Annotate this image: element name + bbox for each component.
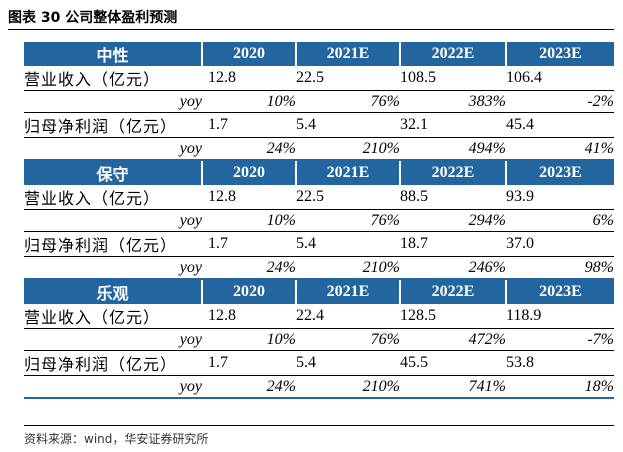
table-cell: -7% — [506, 328, 614, 351]
table-row: yoy 10% 76% 294% 6% — [24, 209, 614, 232]
table-cell: 210% — [296, 375, 400, 399]
row-label: 归母净利润（亿元） — [24, 231, 202, 257]
table-row: yoy 10% 76% 383% -2% — [24, 90, 614, 113]
table-cell: 45.4 — [506, 112, 614, 138]
table-cell: 22.5 — [296, 185, 400, 210]
column-header: 2022E — [399, 42, 506, 66]
table-cell: 12.8 — [202, 304, 296, 329]
source-note: 资料来源：wind，华安证券研究所 — [24, 425, 614, 447]
table-cell: 472% — [400, 328, 506, 351]
table-cell: 45.5 — [400, 350, 506, 376]
table-cell: 5.4 — [296, 231, 400, 257]
table-cell: 6% — [506, 209, 614, 232]
table-row: yoy 24% 210% 741% 18% — [24, 375, 614, 399]
table-row: yoy 10% 76% 472% -7% — [24, 328, 614, 351]
table-cell: 41% — [506, 137, 614, 161]
column-header: 2020 — [201, 42, 296, 66]
forecast-table: 中性 2020 2021E 2022E 2023E 营业收入（亿元） 12.8 … — [24, 42, 614, 399]
scenario-name: 中性 — [24, 42, 202, 66]
table-cell: 210% — [296, 137, 400, 161]
table-row: 归母净利润（亿元） 1.7 5.4 18.7 37.0 — [24, 231, 614, 257]
table-cell: -2% — [506, 90, 614, 113]
scenario-name: 乐观 — [24, 279, 202, 304]
table-cell: 24% — [202, 256, 296, 280]
table-cell: 10% — [202, 209, 296, 232]
table-cell: 93.9 — [506, 185, 614, 210]
table-row: 归母净利润（亿元） 1.7 5.4 45.5 53.8 — [24, 350, 614, 376]
table-cell: 294% — [400, 209, 506, 232]
column-header: 2023E — [505, 160, 614, 185]
table-cell: 76% — [296, 328, 400, 351]
column-header: 2023E — [505, 279, 614, 304]
column-header: 2020 — [201, 160, 296, 185]
table-cell: 128.5 — [400, 304, 506, 329]
column-header: 2022E — [399, 160, 506, 185]
scenario-name: 保守 — [24, 160, 202, 185]
column-header: 2021E — [295, 279, 400, 304]
table-row: 归母净利润（亿元） 1.7 5.4 32.1 45.4 — [24, 112, 614, 138]
table-cell: 53.8 — [506, 350, 614, 376]
scenario-header-conservative: 保守 2020 2021E 2022E 2023E — [24, 160, 614, 185]
table-cell: 741% — [400, 375, 506, 399]
table-cell: 22.4 — [296, 304, 400, 329]
table-row: yoy 24% 210% 494% 41% — [24, 137, 614, 161]
table-cell: 18% — [506, 375, 614, 399]
table-cell: 76% — [296, 90, 400, 113]
table-cell: 1.7 — [202, 231, 296, 257]
table-cell: 5.4 — [296, 350, 400, 376]
row-label: yoy — [24, 256, 202, 280]
column-header: 2022E — [399, 279, 506, 304]
row-label: 归母净利润（亿元） — [24, 350, 202, 376]
row-label: yoy — [24, 90, 202, 113]
row-label: 营业收入（亿元） — [24, 185, 202, 210]
table-cell: 210% — [296, 256, 400, 280]
table-cell: 10% — [202, 328, 296, 351]
scenario-header-optimistic: 乐观 2020 2021E 2022E 2023E — [24, 279, 614, 304]
column-header: 2021E — [295, 160, 400, 185]
table-cell: 88.5 — [400, 185, 506, 210]
table-cell: 10% — [202, 90, 296, 113]
table-cell: 98% — [506, 256, 614, 280]
row-label: yoy — [24, 137, 202, 161]
row-label: yoy — [24, 209, 202, 232]
figure-title: 图表 30 公司整体盈利预测 — [8, 6, 614, 30]
row-label: yoy — [24, 328, 202, 351]
table-cell: 32.1 — [400, 112, 506, 138]
table-row: 营业收入（亿元） 12.8 22.5 88.5 93.9 — [24, 185, 614, 210]
table-cell: 108.5 — [400, 66, 506, 91]
table-cell: 18.7 — [400, 231, 506, 257]
table-cell: 22.5 — [296, 66, 400, 91]
table-cell: 24% — [202, 137, 296, 161]
table-cell: 5.4 — [296, 112, 400, 138]
row-label: 营业收入（亿元） — [24, 304, 202, 329]
table-cell: 12.8 — [202, 66, 296, 91]
table-cell: 383% — [400, 90, 506, 113]
table-cell: 494% — [400, 137, 506, 161]
row-label: yoy — [24, 375, 202, 399]
table-cell: 76% — [296, 209, 400, 232]
table-cell: 118.9 — [506, 304, 614, 329]
table-cell: 1.7 — [202, 350, 296, 376]
table-cell: 37.0 — [506, 231, 614, 257]
scenario-header-neutral: 中性 2020 2021E 2022E 2023E — [24, 42, 614, 66]
table-cell: 106.4 — [506, 66, 614, 91]
column-header: 2023E — [505, 42, 614, 66]
column-header: 2021E — [295, 42, 400, 66]
table-cell: 12.8 — [202, 185, 296, 210]
column-header: 2020 — [201, 279, 296, 304]
table-row: 营业收入（亿元） 12.8 22.4 128.5 118.9 — [24, 304, 614, 329]
table-row: 营业收入（亿元） 12.8 22.5 108.5 106.4 — [24, 66, 614, 91]
table-row: yoy 24% 210% 246% 98% — [24, 256, 614, 280]
table-cell: 1.7 — [202, 112, 296, 138]
row-label: 营业收入（亿元） — [24, 66, 202, 91]
table-cell: 24% — [202, 375, 296, 399]
row-label: 归母净利润（亿元） — [24, 112, 202, 138]
table-cell: 246% — [400, 256, 506, 280]
